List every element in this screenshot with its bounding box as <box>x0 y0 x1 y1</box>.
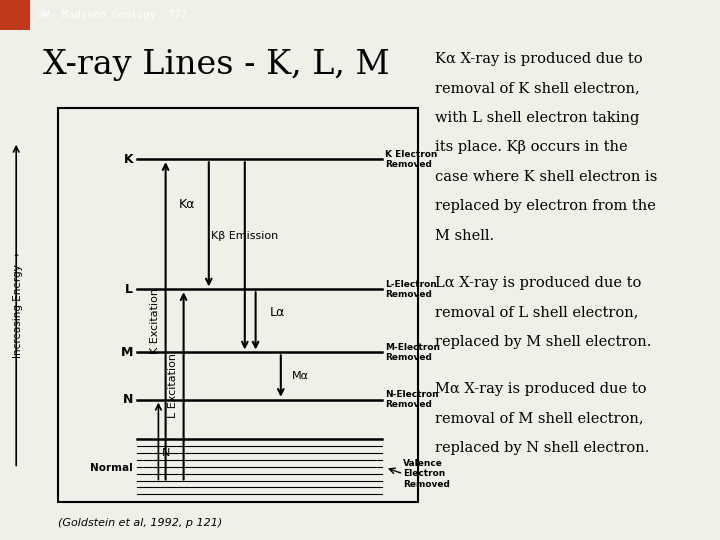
Text: removal of L shell electron,: removal of L shell electron, <box>435 306 639 320</box>
Text: removal of K shell electron,: removal of K shell electron, <box>435 82 639 96</box>
Text: L Excitation: L Excitation <box>168 353 178 418</box>
Text: (Goldstein et al, 1992, p 121): (Goldstein et al, 1992, p 121) <box>58 518 222 529</box>
Text: M-Electron
Removed: M-Electron Removed <box>385 343 440 362</box>
Text: L: L <box>125 283 133 296</box>
Text: Normal: Normal <box>91 463 133 472</box>
Text: Lα X-ray is produced due to: Lα X-ray is produced due to <box>435 276 642 290</box>
Text: K: K <box>124 153 133 166</box>
Text: Mα X-ray is produced due to: Mα X-ray is produced due to <box>435 382 647 396</box>
Text: replaced by N shell electron.: replaced by N shell electron. <box>435 441 649 455</box>
Text: N-Electron
Removed: N-Electron Removed <box>385 390 438 409</box>
Text: Lα: Lα <box>270 307 285 320</box>
Text: with L shell electron taking: with L shell electron taking <box>435 111 639 125</box>
Text: Increasing Energy →: Increasing Energy → <box>13 252 23 358</box>
Text: its place. Kβ occurs in the: its place. Kβ occurs in the <box>435 140 627 154</box>
Text: Kα X-ray is produced due to: Kα X-ray is produced due to <box>435 52 642 66</box>
Text: K Electron
Removed: K Electron Removed <box>385 150 438 169</box>
Text: removal of M shell electron,: removal of M shell electron, <box>435 411 644 426</box>
Text: Kα: Kα <box>179 198 195 211</box>
Text: replaced by electron from the: replaced by electron from the <box>435 199 656 213</box>
Text: N: N <box>123 393 133 406</box>
Text: X-ray Lines - K, L, M: X-ray Lines - K, L, M <box>42 49 390 81</box>
Bar <box>0 0 30 30</box>
Text: Mα: Mα <box>292 371 309 381</box>
Text: N: N <box>162 448 171 458</box>
Text: Kβ Emission: Kβ Emission <box>211 231 279 241</box>
Text: M: M <box>121 346 133 359</box>
Text: replaced by M shell electron.: replaced by M shell electron. <box>435 335 651 349</box>
Text: Valence
Electron
Removed: Valence Electron Removed <box>403 459 450 489</box>
Text: K Excitation: K Excitation <box>150 288 160 354</box>
Text: UW- Madison Geology  777: UW- Madison Geology 777 <box>37 10 187 20</box>
Text: L-Electron
Removed: L-Electron Removed <box>385 280 437 299</box>
Text: M shell.: M shell. <box>435 229 494 243</box>
Text: case where K shell electron is: case where K shell electron is <box>435 170 657 184</box>
